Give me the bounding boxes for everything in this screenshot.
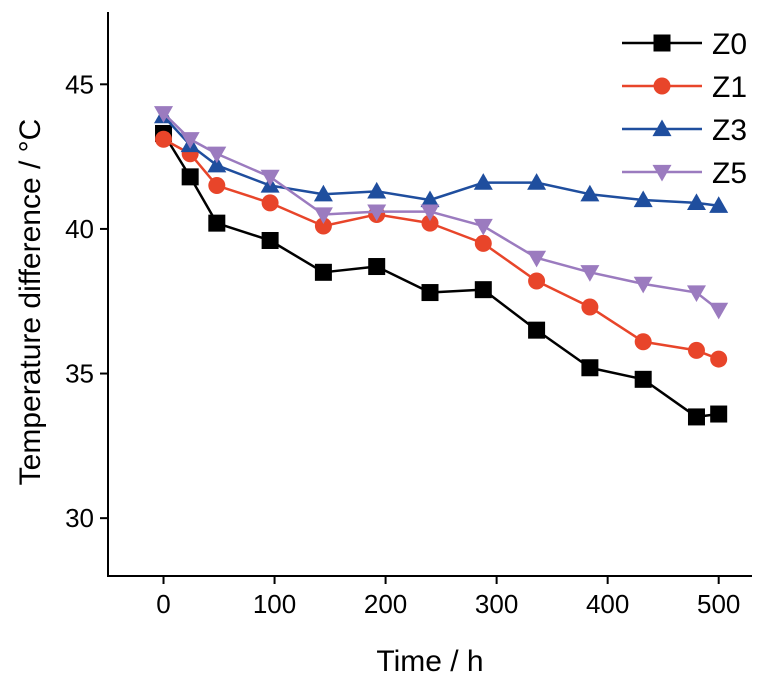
series-z5 (154, 106, 729, 320)
data-point (686, 285, 706, 303)
data-point (474, 234, 492, 252)
data-point (580, 265, 600, 282)
y-axis-title: Temperature difference / °C (14, 119, 47, 486)
data-point (421, 284, 439, 302)
data-point (473, 173, 493, 190)
data-point (421, 214, 439, 232)
y-tick-label: 30 (65, 503, 94, 533)
data-point (367, 204, 387, 222)
data-point (313, 207, 333, 224)
data-point (314, 263, 332, 281)
data-point (260, 169, 280, 187)
x-tick-label: 0 (156, 589, 170, 619)
data-point (208, 177, 226, 195)
data-point (634, 370, 652, 388)
legend-item-z3: Z3 (622, 114, 747, 147)
legend-label: Z3 (712, 114, 747, 147)
series-z1 (155, 130, 728, 368)
series-z3 (154, 106, 729, 213)
legend-marker (653, 77, 671, 95)
chart-legend: Z0 Z1 Z3 Z5 (622, 28, 747, 190)
data-point (473, 218, 493, 236)
data-point (633, 276, 653, 294)
x-tick-label: 200 (364, 589, 407, 619)
data-point (180, 132, 200, 149)
data-point (580, 184, 600, 202)
data-point (710, 405, 728, 423)
data-point (687, 408, 705, 426)
data-point (420, 190, 440, 208)
x-tick-label: 400 (586, 589, 629, 619)
data-point (581, 359, 599, 377)
axis-frame (107, 12, 752, 577)
data-point (313, 184, 333, 202)
legend-marker (653, 34, 671, 52)
y-tick-label: 40 (65, 214, 94, 244)
data-point (633, 190, 653, 208)
legend-label: Z5 (712, 157, 747, 190)
data-point (314, 217, 332, 235)
legend-label: Z0 (712, 28, 747, 61)
x-tick-label: 300 (475, 589, 518, 619)
legend-item-z5: Z5 (622, 157, 747, 190)
data-point (154, 106, 174, 123)
data-point (528, 272, 546, 290)
data-point (207, 155, 227, 173)
legend-item-z1: Z1 (622, 71, 747, 104)
data-point (368, 258, 386, 276)
data-point (207, 146, 227, 164)
x-tick-label: 500 (697, 589, 740, 619)
data-point (527, 250, 547, 268)
chart-axes (107, 12, 752, 577)
chart-ticks: 0 100 200 300 400 500 30 35 40 45 (65, 69, 740, 619)
series-z0 (155, 124, 728, 426)
data-point (686, 193, 706, 211)
data-point (634, 333, 652, 351)
data-point (474, 281, 492, 299)
x-tick-label: 100 (253, 589, 296, 619)
data-point (581, 298, 599, 316)
data-point (527, 173, 547, 190)
legend-marker (652, 119, 672, 137)
data-point (528, 321, 546, 339)
legend-item-z0: Z0 (622, 28, 747, 61)
data-point (709, 302, 729, 320)
data-point (420, 204, 440, 222)
series-line (162, 112, 720, 311)
data-point (261, 194, 279, 212)
data-point (155, 130, 173, 148)
data-point (687, 341, 705, 359)
data-point (208, 214, 226, 232)
data-point (261, 231, 279, 249)
y-tick-label: 35 (65, 359, 94, 389)
data-point (710, 350, 728, 368)
chart-series (154, 106, 729, 426)
y-tick-label: 45 (65, 69, 94, 99)
legend-label: Z1 (712, 71, 747, 104)
data-point (181, 168, 199, 186)
data-point (709, 196, 729, 213)
legend-marker (652, 164, 672, 182)
data-point (367, 181, 387, 199)
x-axis-title: Time / h (376, 645, 483, 678)
